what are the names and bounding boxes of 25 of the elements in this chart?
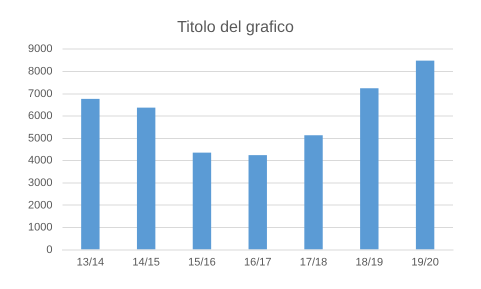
y-tick-label: 9000 [28,43,52,56]
y-tick-label: 5000 [28,132,52,144]
x-tick-label: 17/18 [300,256,328,268]
y-tick-label: 6000 [28,110,52,122]
y-tick-label: 2000 [28,199,52,212]
x-tick-label: 13/14 [76,256,104,268]
x-tick-label: 18/19 [356,256,384,268]
bar [416,60,434,250]
bar [248,155,267,250]
bar [360,88,379,250]
y-tick-label: 4000 [28,154,52,167]
chart-title: Titolo del grafico [177,19,294,36]
y-tick-label: 1000 [28,222,52,234]
bar [136,108,156,250]
y-tick-label: 8000 [28,66,52,78]
y-tick-label: 0 [46,244,52,256]
x-tick-label: 19/20 [411,256,439,268]
bar [304,135,323,250]
x-tick-label: 15/16 [188,256,216,268]
y-tick-label: 3000 [28,176,52,189]
x-tick-label: 16/17 [244,256,272,268]
x-tick-label: 14/15 [132,256,160,268]
bar [81,98,100,250]
bar [192,152,212,250]
y-tick-label: 7000 [28,88,52,100]
